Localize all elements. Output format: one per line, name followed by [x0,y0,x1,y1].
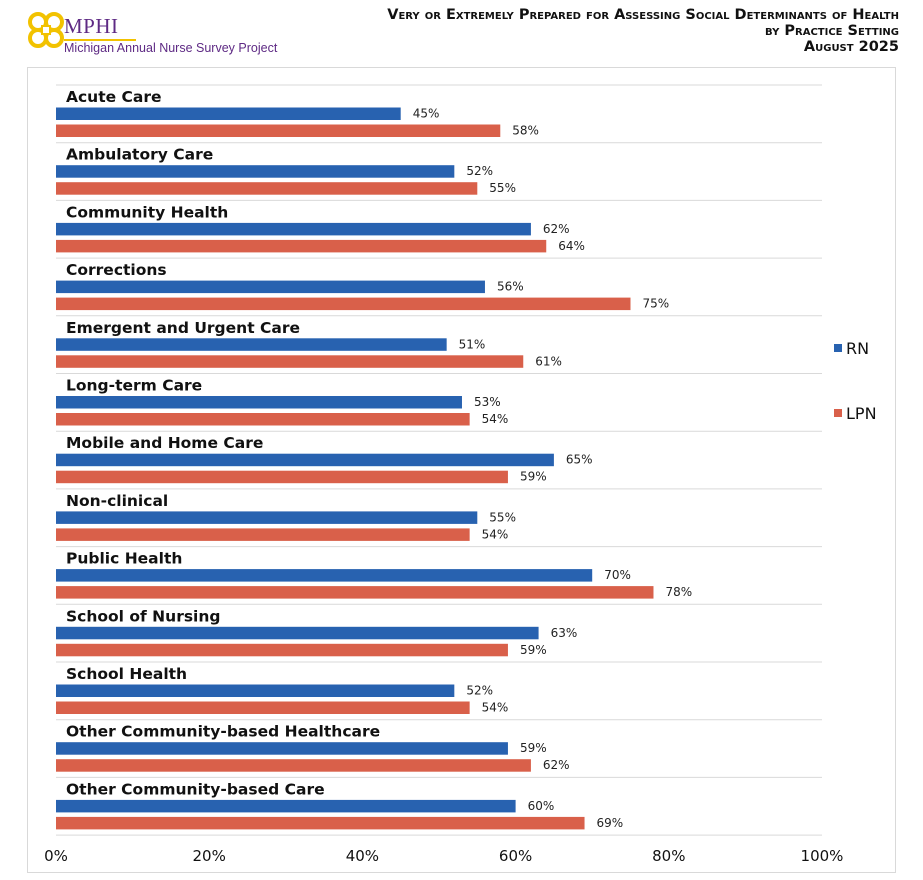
bar-lpn [56,528,470,541]
category-label: Acute Care [66,88,162,106]
value-label-rn: 65% [566,453,593,467]
logo-subtitle: Michigan Annual Nurse Survey Project [64,41,278,55]
value-label-lpn: 54% [482,701,509,715]
value-label-lpn: 54% [482,412,509,426]
bar-lpn [56,413,470,426]
bar-lpn [56,470,508,484]
category-label: School of Nursing [66,607,221,625]
value-label-lpn: 58% [512,124,539,138]
bar-lpn [56,701,470,714]
x-tick-label: 20% [193,847,226,865]
bar-rn [56,511,478,524]
bar-lpn [56,586,654,599]
value-label-lpn: 55% [489,181,516,195]
value-label-lpn: 59% [520,643,547,657]
bar-lpn [56,355,524,368]
value-label-rn: 53% [474,395,501,409]
bar-rn [56,280,485,294]
legend-swatch-rn [834,344,842,352]
value-label-rn: 45% [413,107,440,121]
value-label-lpn: 64% [558,239,585,253]
value-label-rn: 51% [459,337,486,351]
x-tick-label: 60% [499,847,532,865]
bar-lpn [56,643,508,657]
bar-rn [56,684,455,697]
value-label-rn: 70% [604,568,631,582]
bar-rn [56,799,516,813]
bar-rn [56,222,531,236]
value-label-lpn: 61% [535,354,562,368]
legend-swatch-lpn [834,409,842,417]
bar-rn [56,569,593,582]
value-label-rn: 55% [489,510,516,524]
bar-lpn [56,124,501,137]
category-label: Long-term Care [66,377,202,395]
bar-rn [56,165,455,178]
value-label-rn: 60% [528,799,555,813]
value-label-rn: 62% [543,222,570,236]
logo-rule [64,39,136,41]
value-label-lpn: 75% [643,297,670,311]
mphi-logo-icon [28,12,64,48]
bar-lpn [56,759,531,772]
category-label: Mobile and Home Care [66,434,263,452]
x-tick-label: 80% [652,847,685,865]
value-label-lpn: 59% [520,470,547,484]
category-label: Other Community-based Healthcare [66,723,380,741]
category-label: Non-clinical [66,492,168,510]
bar-lpn [56,239,547,253]
value-label-rn: 56% [497,280,524,294]
category-label: Community Health [66,203,228,221]
category-label: Public Health [66,550,182,568]
value-label-lpn: 78% [665,585,692,599]
legend-label-rn: RN [846,339,869,358]
value-label-lpn: 62% [543,758,570,772]
bar-rn [56,742,508,755]
bar-rn [56,626,539,640]
legend-label-lpn: LPN [846,404,877,423]
logo-name: MPHI [64,14,119,38]
chart-subtitle: by Practice Setting [765,23,899,39]
value-label-rn: 52% [466,164,493,178]
value-label-rn: 59% [520,741,547,755]
mphi-logo: MPHI Michigan Annual Nurse Survey Projec… [26,8,286,58]
value-label-rn: 52% [466,684,493,698]
category-label: Ambulatory Care [66,146,213,164]
bar-rn [56,396,462,409]
category-label: Corrections [66,261,167,279]
chart-title: Very or Extremely Prepared for Assessing… [387,7,899,23]
x-tick-label: 100% [801,847,844,865]
bar-lpn [56,297,631,311]
chart-frame [27,67,896,873]
bar-rn [56,338,447,351]
x-tick-label: 40% [346,847,379,865]
x-tick-label: 0% [44,847,68,865]
value-label-rn: 63% [551,626,578,640]
category-label: Other Community-based Care [66,780,325,798]
value-label-lpn: 54% [482,527,509,541]
bar-lpn [56,816,585,830]
bar-rn [56,107,401,120]
bar-lpn [56,182,478,195]
value-label-lpn: 69% [597,816,624,830]
category-label: Emergent and Urgent Care [66,319,300,337]
bar-rn [56,453,554,467]
chart-title-block: Very or Extremely Prepared for Assessing… [387,7,899,55]
category-label: School Health [66,665,187,683]
chart-date: August 2025 [803,39,899,55]
